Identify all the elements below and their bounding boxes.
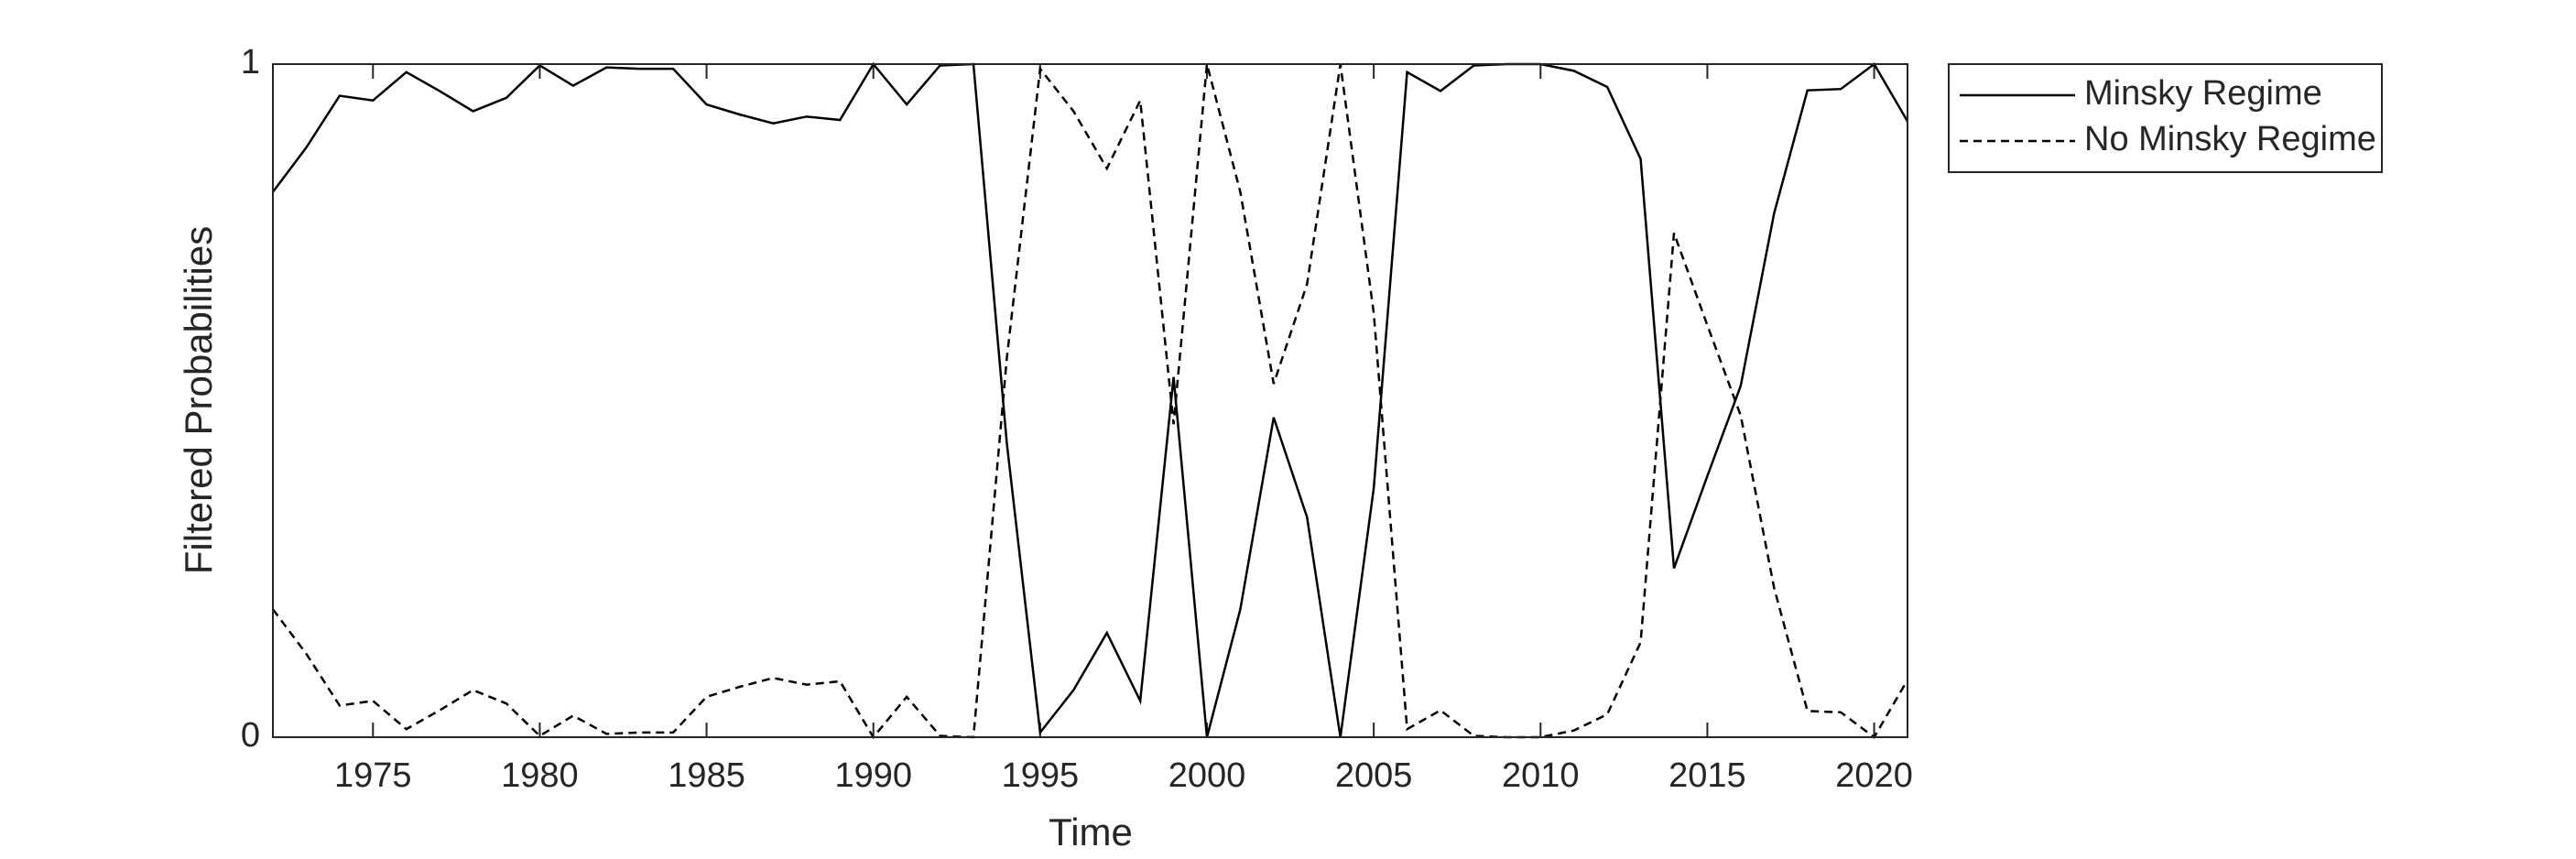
plot-frame [272, 63, 1908, 738]
x-tick-label: 2000 [1168, 756, 1246, 795]
x-axis-label: Time [1049, 810, 1133, 854]
plot-area [273, 64, 1908, 737]
y-tick-label: 1 [241, 43, 260, 82]
legend-box [1948, 63, 2383, 173]
legend-label: Minsky Regime [2084, 74, 2322, 113]
y-tick-label: 0 [241, 716, 260, 755]
x-tick-label: 2020 [1835, 756, 1913, 795]
x-tick-label: 1980 [501, 756, 579, 795]
x-tick-label: 2015 [1668, 756, 1746, 795]
x-tick-label: 1990 [834, 756, 912, 795]
series-line [272, 63, 1909, 740]
series-line [272, 61, 1909, 738]
x-tick-label: 2005 [1335, 756, 1413, 795]
x-tick-label: 1995 [1002, 756, 1080, 795]
x-tick-label: 1975 [334, 756, 412, 795]
x-tick-label: 2010 [1502, 756, 1580, 795]
y-axis-label: Filtered Probabilities [177, 226, 220, 575]
legend-label: No Minsky Regime [2084, 120, 2376, 158]
x-tick-label: 1985 [668, 756, 745, 795]
